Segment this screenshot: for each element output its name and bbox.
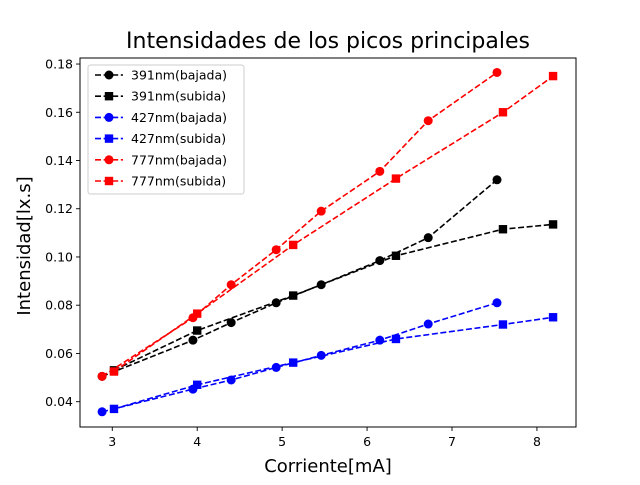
legend-marker — [104, 112, 114, 122]
data-point — [271, 298, 281, 308]
y-axis-title: Intensidad[lx.s] — [14, 176, 35, 315]
plot-frame — [79, 57, 577, 428]
legend-item: 427nm(bajada) — [95, 110, 227, 125]
data-point — [316, 350, 326, 360]
y-tick-label: 0.08 — [45, 298, 73, 313]
legend-item: 427nm(subida) — [95, 131, 226, 146]
data-point — [492, 298, 502, 308]
legend-marker — [104, 176, 114, 186]
data-point — [97, 407, 107, 417]
legend-box — [87, 64, 245, 195]
data-point — [548, 220, 558, 229]
data-point — [226, 375, 236, 385]
data-point — [492, 67, 502, 77]
legend-label: 777nm(subida) — [131, 174, 226, 189]
data-point — [97, 371, 107, 381]
series-427nm(bajada) — [97, 298, 502, 417]
data-point — [391, 251, 401, 260]
legend-label: 777nm(bajada) — [131, 152, 227, 167]
legend-item: 777nm(subida) — [95, 174, 226, 189]
data-point — [423, 233, 433, 243]
legend-label: 391nm(subida) — [131, 89, 226, 104]
x-tick-label: 3 — [108, 434, 116, 449]
x-tick-label: 4 — [193, 434, 201, 449]
y-tick-label: 0.06 — [45, 346, 73, 361]
data-point — [109, 404, 119, 414]
data-point — [271, 362, 281, 372]
series-line — [101, 179, 498, 378]
y-tick-label: 0.16 — [45, 105, 73, 120]
legend-marker — [104, 155, 114, 165]
chart-title: Intensidades de los picos principales — [126, 29, 530, 54]
x-tick-label: 8 — [533, 434, 541, 449]
y-tick-label: 0.10 — [45, 249, 73, 264]
data-point — [188, 335, 198, 345]
data-point — [226, 318, 236, 328]
data-point — [375, 166, 385, 176]
data-point — [271, 245, 281, 255]
y-tick-label: 0.04 — [45, 394, 73, 409]
x-axis-title: Corriente[mA] — [264, 456, 392, 477]
data-point — [391, 334, 401, 344]
legend-label: 427nm(bajada) — [131, 110, 227, 125]
series-line — [113, 223, 554, 372]
series-427nm(subida) — [109, 313, 558, 414]
legend-marker — [104, 134, 114, 143]
data-point — [288, 358, 298, 367]
y-tick-label: 0.18 — [45, 57, 73, 72]
data-point — [316, 206, 326, 216]
x-tick-label: 6 — [363, 434, 371, 449]
series-line — [113, 316, 554, 410]
y-tick-label: 0.14 — [45, 153, 73, 168]
legend-marker — [104, 92, 114, 101]
legend-marker — [104, 70, 114, 80]
data-point — [492, 175, 502, 185]
data-point — [548, 313, 558, 322]
data-point — [423, 319, 433, 329]
data-point — [423, 116, 433, 126]
legend-item: 391nm(subida) — [95, 89, 226, 104]
legend-item: 391nm(bajada) — [95, 68, 227, 83]
legend: 391nm(bajada) 391nm(subida) 427nm(bajada) 4… — [87, 64, 245, 195]
legend-item: 777nm(bajada) — [95, 152, 227, 167]
data-point — [193, 380, 202, 389]
data-point — [498, 108, 508, 117]
data-point — [498, 320, 508, 329]
data-point — [548, 71, 558, 81]
series-line — [101, 302, 498, 413]
legend-label: 391nm(bajada) — [131, 68, 227, 83]
x-tick-label: 7 — [448, 434, 456, 449]
y-tick-label: 0.12 — [45, 201, 73, 216]
data-point — [109, 367, 119, 376]
data-point — [193, 309, 202, 318]
data-point — [193, 326, 202, 335]
plot-layer: 3 4 5 6 7 8 0.04 0.06 0.08 0.10 0.12 0.14 0.16 0.18 — [45, 57, 577, 449]
series-line — [113, 75, 554, 373]
x-tick-label: 5 — [278, 434, 286, 449]
data-point — [375, 256, 385, 266]
data-point — [288, 291, 298, 300]
data-point — [391, 174, 401, 183]
series-777nm(subida) — [109, 71, 558, 376]
series-391nm(subida) — [109, 220, 558, 375]
data-point — [498, 225, 508, 234]
legend-label: 427nm(subida) — [131, 131, 226, 146]
data-point — [288, 240, 298, 250]
